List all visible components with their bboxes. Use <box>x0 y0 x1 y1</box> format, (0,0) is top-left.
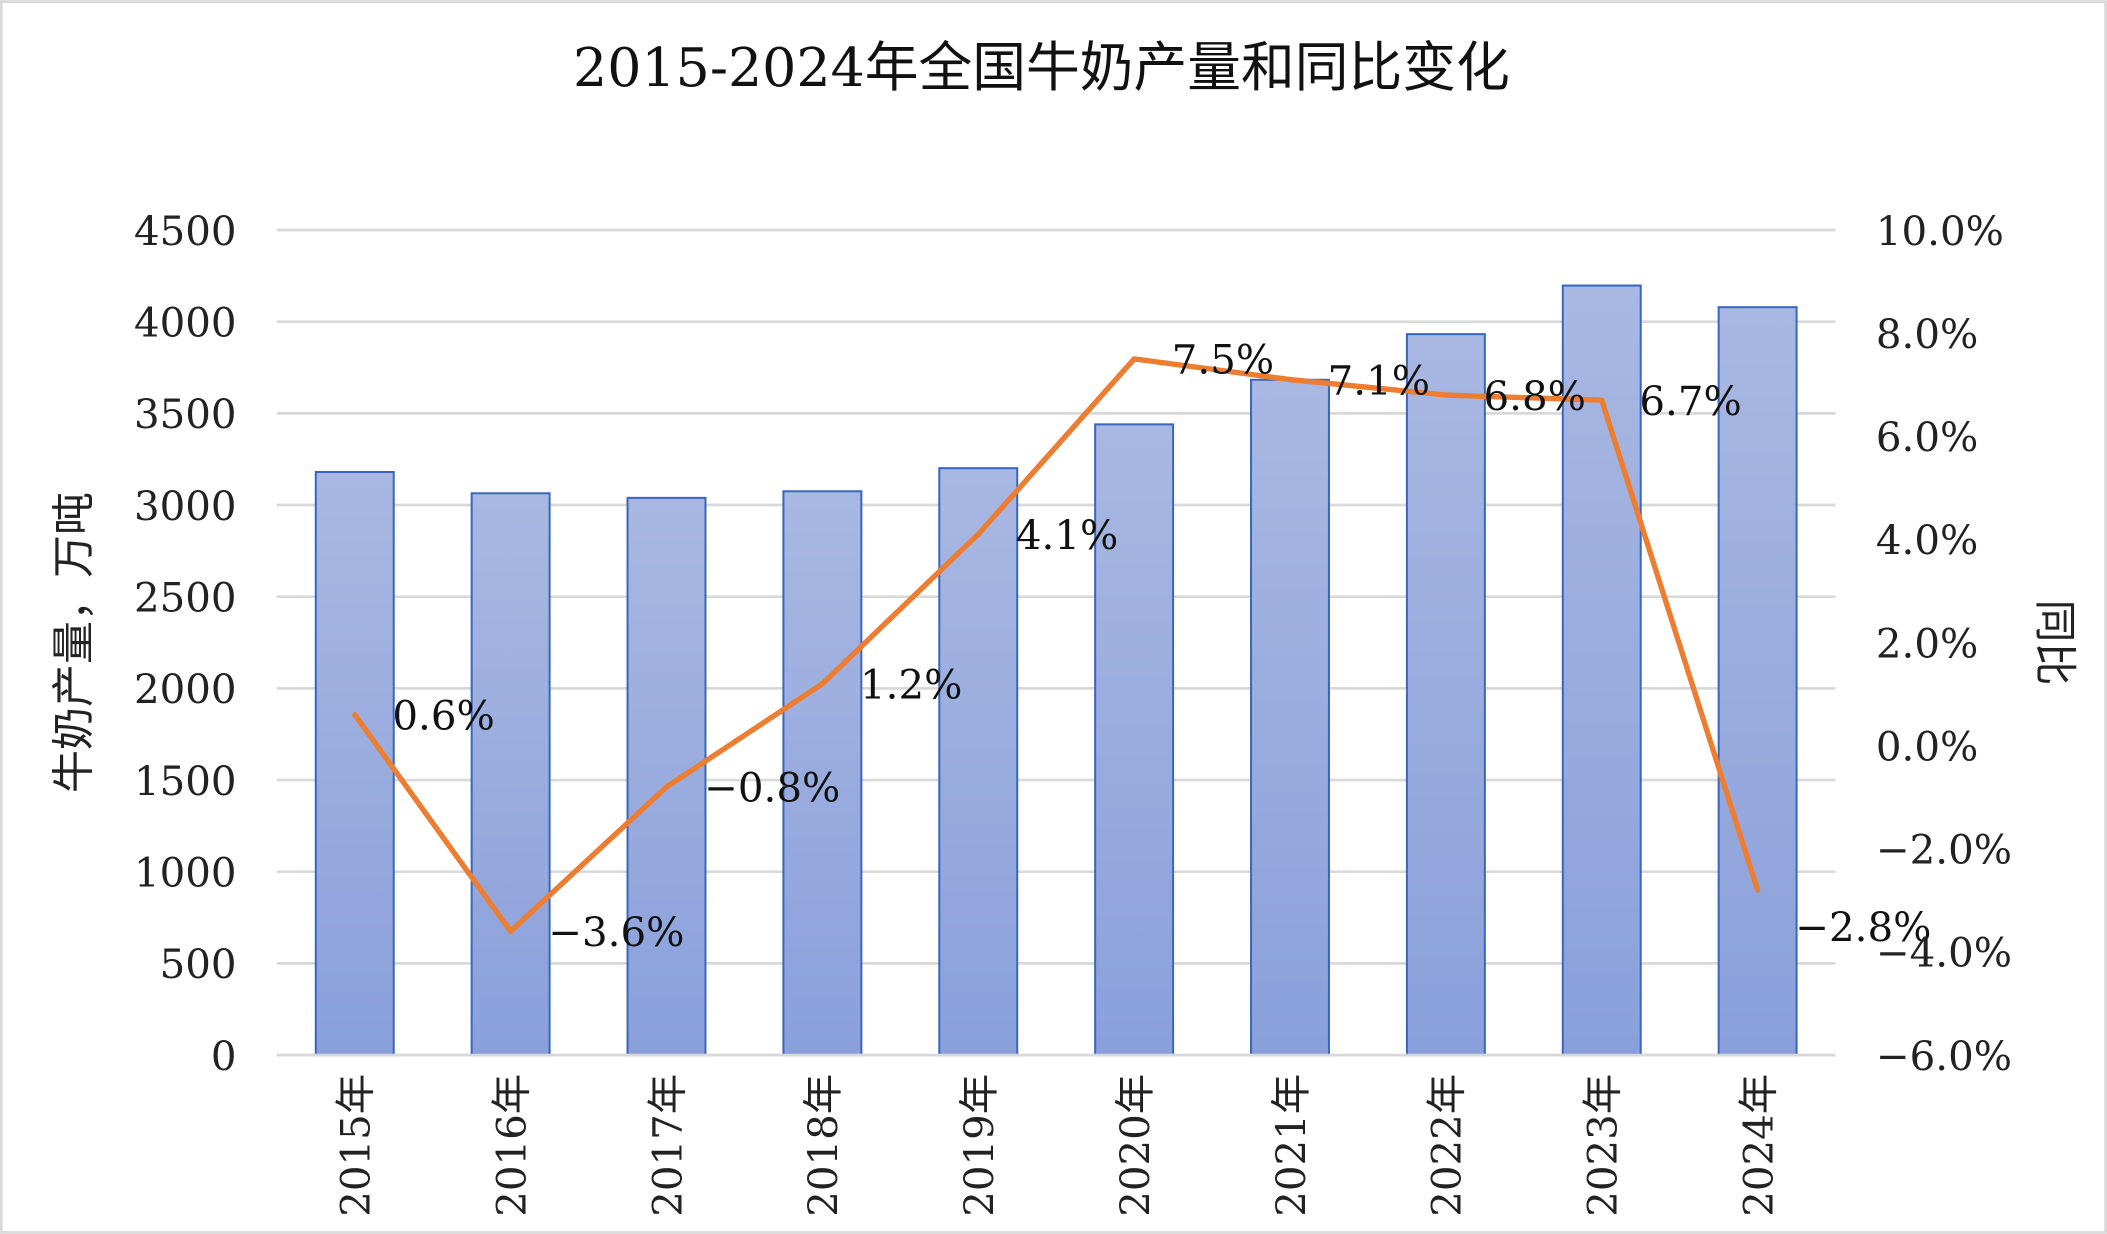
x-tick-label: 2022年 <box>1424 1074 1471 1217</box>
bar <box>1717 306 1798 1057</box>
line-point <box>1599 397 1605 403</box>
y-axis-label: 牛奶产量，万吨 <box>50 492 100 793</box>
y2-tick-label: 0.0% <box>1876 723 1978 770</box>
bar <box>626 496 707 1057</box>
x-tick-label: 2017年 <box>644 1074 691 1217</box>
line-point <box>663 784 670 790</box>
y2-tick-label: 6.0% <box>1876 414 1978 461</box>
data-label: −2.8% <box>1795 904 1931 951</box>
y-tick-label: 0 <box>211 1033 237 1080</box>
data-label: 6.7% <box>1639 378 1741 425</box>
y2-tick-label: 10.0% <box>1876 208 2004 255</box>
line-point <box>507 928 514 934</box>
data-label: 7.5% <box>1172 337 1274 384</box>
bar <box>1250 378 1330 1057</box>
data-label: 0.6% <box>392 693 494 740</box>
x-tick-label: 2019年 <box>956 1074 1003 1217</box>
y2-tick-label: 8.0% <box>1876 311 1978 358</box>
chart-title: 2015-2024年全国牛奶产量和同比变化 <box>573 36 1510 99</box>
y-tick-label: 4000 <box>134 299 237 346</box>
x-tick-label: 2021年 <box>1268 1074 1315 1217</box>
bar <box>1561 284 1642 1057</box>
line-point <box>819 681 826 687</box>
y-tick-label: 1000 <box>134 849 237 896</box>
y-tick-label: 2000 <box>134 666 237 713</box>
line-point <box>975 531 981 537</box>
data-label: −3.6% <box>548 909 684 956</box>
y2-tick-label: 4.0% <box>1876 517 1978 564</box>
x-tick-label: 2024年 <box>1735 1074 1782 1217</box>
y2-tick-label: 2.0% <box>1876 620 1978 667</box>
bar <box>782 490 863 1057</box>
y2-axis-label: 同比 <box>2029 600 2079 686</box>
y-tick-label: 4500 <box>134 208 237 255</box>
data-label: −0.8% <box>704 765 840 812</box>
y2-tick-label: −6.0% <box>1876 1033 2012 1080</box>
y-tick-label: 3500 <box>134 391 237 438</box>
x-tick-label: 2018年 <box>800 1074 847 1217</box>
x-tick-label: 2020年 <box>1112 1074 1159 1217</box>
x-tick-label: 2016年 <box>488 1074 535 1217</box>
data-label: 4.1% <box>1016 512 1118 559</box>
line-point <box>1443 392 1449 398</box>
y2-tick-label: −2.0% <box>1876 827 2012 874</box>
yoy-line <box>352 356 1761 934</box>
line-point <box>352 712 358 718</box>
data-label: 6.8% <box>1484 373 1586 420</box>
line-point <box>1131 356 1137 362</box>
bar <box>938 467 1019 1057</box>
x-tick-label: 2015年 <box>333 1074 380 1217</box>
y-tick-label: 2500 <box>134 574 237 621</box>
bar <box>470 492 551 1057</box>
data-label: 7.1% <box>1328 357 1430 404</box>
x-tick-label: 2023年 <box>1580 1074 1627 1217</box>
data-label: 1.2% <box>860 662 962 709</box>
line-point <box>1754 887 1761 893</box>
y-tick-label: 1500 <box>134 758 237 805</box>
y2-tick-label: −4.0% <box>1876 930 2012 977</box>
line-point <box>1287 376 1293 383</box>
y-tick-label: 3000 <box>134 483 237 530</box>
y-tick-label: 500 <box>160 941 237 988</box>
bar <box>1405 333 1486 1057</box>
bar <box>314 471 395 1057</box>
